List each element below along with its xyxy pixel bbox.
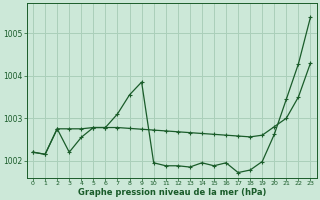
X-axis label: Graphe pression niveau de la mer (hPa): Graphe pression niveau de la mer (hPa) [77,188,266,197]
